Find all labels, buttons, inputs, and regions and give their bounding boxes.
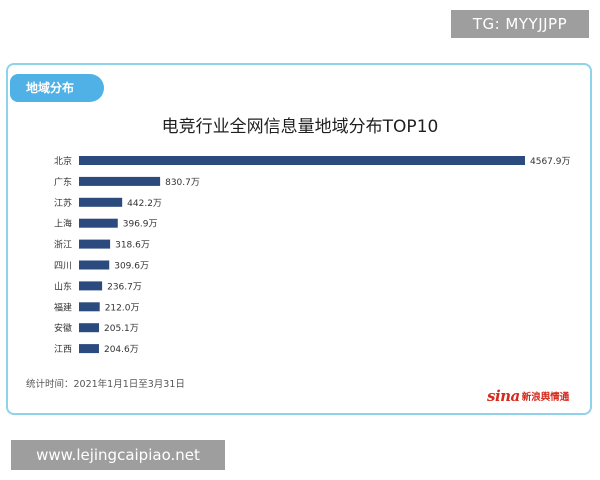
watermark-top: TG: MYYJJPP [451,10,589,38]
value-label: 236.7万 [107,282,142,292]
sina-logo-text: 新浪舆情通 [521,392,570,403]
category-label: 山东 [54,280,72,292]
bar [79,260,110,270]
value-label: 309.6万 [114,262,149,272]
bar [79,197,123,207]
bar [79,239,111,249]
chart-title: 电竞行业全网信息量地域分布TOP10 [161,117,439,137]
sina-logo: sina 新浪舆情通 [487,386,569,406]
bar [79,344,99,354]
category-label: 江苏 [54,197,72,209]
category-label: 上海 [54,218,72,230]
value-label: 4567.9万 [530,157,571,167]
value-label: 205.1万 [104,324,139,334]
chart-card [6,63,592,415]
category-label: 福建 [54,301,72,313]
value-label: 442.2万 [127,199,162,209]
category-label: 安徽 [54,322,72,334]
value-label: 204.6万 [104,345,139,355]
category-label: 浙江 [54,239,72,251]
bar [79,176,161,186]
category-label: 广东 [54,176,72,188]
bar [79,218,118,228]
section-tag: 地域分布 [10,74,104,102]
value-label: 318.6万 [115,241,150,251]
category-label: 四川 [54,262,72,272]
watermark-bottom: www.lejingcaipiao.net [11,440,225,470]
footnote: 统计时间：2021年1月1日至3月31日 [26,379,185,390]
sina-logo-mark: sina [487,387,520,405]
bar [79,156,525,165]
value-label: 830.7万 [165,178,200,188]
category-label: 北京 [54,155,72,167]
value-label: 212.0万 [105,303,140,313]
bar [79,323,100,333]
category-label: 江西 [54,344,72,355]
bar [79,281,103,291]
value-label: 396.9万 [123,220,158,230]
bar [79,302,100,312]
